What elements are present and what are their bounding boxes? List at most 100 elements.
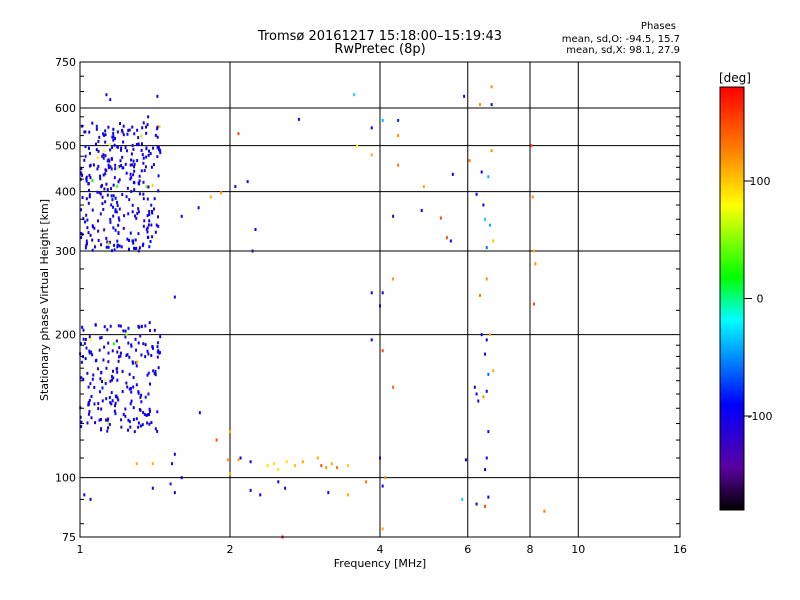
data-point xyxy=(140,324,143,328)
data-point xyxy=(173,295,176,299)
data-point xyxy=(108,422,111,426)
data-point xyxy=(146,197,149,201)
data-point xyxy=(137,207,140,211)
data-point xyxy=(157,174,160,178)
data-point xyxy=(116,378,119,382)
data-point xyxy=(116,203,119,207)
data-point xyxy=(132,406,135,410)
data-point xyxy=(156,215,159,219)
data-point xyxy=(133,181,136,185)
data-point xyxy=(484,217,487,221)
y-tick-label: 300 xyxy=(55,245,76,258)
data-point xyxy=(135,364,138,368)
data-point xyxy=(92,373,95,377)
data-point xyxy=(180,476,183,480)
data-point xyxy=(131,239,134,243)
data-point xyxy=(99,192,102,196)
data-point xyxy=(133,188,136,192)
data-point xyxy=(90,350,93,354)
data-point xyxy=(138,246,141,250)
data-point xyxy=(132,246,135,250)
data-point xyxy=(108,396,111,400)
data-point xyxy=(157,349,160,353)
data-point xyxy=(482,395,485,399)
data-point xyxy=(533,302,536,306)
data-point xyxy=(142,161,145,165)
data-point xyxy=(99,174,102,178)
data-point xyxy=(85,179,88,183)
data-point xyxy=(102,207,105,211)
data-point xyxy=(149,382,152,386)
data-point xyxy=(157,189,160,193)
data-point xyxy=(151,486,154,490)
data-point xyxy=(104,172,107,176)
data-point xyxy=(107,341,110,345)
data-point xyxy=(89,338,92,342)
data-point xyxy=(82,377,85,381)
data-point xyxy=(144,343,147,347)
data-point xyxy=(135,360,138,364)
data-point xyxy=(122,329,125,333)
data-point xyxy=(137,425,140,429)
data-point xyxy=(149,152,152,156)
data-point xyxy=(107,351,110,355)
data-point xyxy=(473,385,476,389)
data-point xyxy=(487,372,490,376)
data-point xyxy=(141,126,144,130)
data-point xyxy=(534,262,537,266)
data-point xyxy=(132,173,135,177)
data-point xyxy=(126,353,129,357)
data-point xyxy=(89,176,92,180)
data-point xyxy=(147,153,150,157)
data-point xyxy=(122,412,125,416)
data-point xyxy=(117,223,120,227)
data-point xyxy=(135,142,138,146)
data-point xyxy=(112,127,115,131)
data-point xyxy=(397,134,400,138)
data-point xyxy=(109,401,112,405)
x-tick-label: 16 xyxy=(673,543,687,556)
data-point xyxy=(110,157,113,161)
data-point xyxy=(135,216,138,220)
data-point xyxy=(117,231,120,235)
data-point xyxy=(148,149,151,153)
data-point xyxy=(422,185,425,189)
data-point xyxy=(115,184,118,188)
data-point xyxy=(148,245,151,249)
data-point xyxy=(86,421,89,425)
data-point xyxy=(110,391,113,395)
data-point xyxy=(105,418,108,422)
data-point xyxy=(139,334,142,338)
data-point xyxy=(116,243,119,247)
data-point xyxy=(284,486,287,490)
data-point xyxy=(156,146,159,150)
data-point xyxy=(129,231,132,235)
data-point xyxy=(146,226,149,230)
data-point xyxy=(151,345,154,349)
data-point xyxy=(114,196,117,200)
data-point xyxy=(397,118,400,122)
data-point xyxy=(105,245,108,249)
data-point xyxy=(156,355,159,359)
data-point xyxy=(110,249,113,253)
y-axis: 75 100 200 300 400 500 600 750 xyxy=(55,56,680,544)
data-point xyxy=(439,216,442,220)
data-point xyxy=(126,385,129,389)
data-point xyxy=(110,194,113,198)
data-point xyxy=(153,328,156,332)
data-point xyxy=(87,400,90,404)
data-point xyxy=(138,407,141,411)
data-point xyxy=(156,127,159,131)
data-point xyxy=(128,128,131,132)
data-point xyxy=(97,139,100,143)
data-point xyxy=(118,165,121,169)
data-point xyxy=(107,417,110,421)
data-point xyxy=(156,345,159,349)
data-point xyxy=(118,178,121,182)
data-point xyxy=(239,456,242,460)
data-point xyxy=(123,214,126,218)
data-point xyxy=(131,163,134,167)
data-point xyxy=(133,162,136,166)
data-point xyxy=(143,219,146,223)
data-point xyxy=(97,164,100,168)
